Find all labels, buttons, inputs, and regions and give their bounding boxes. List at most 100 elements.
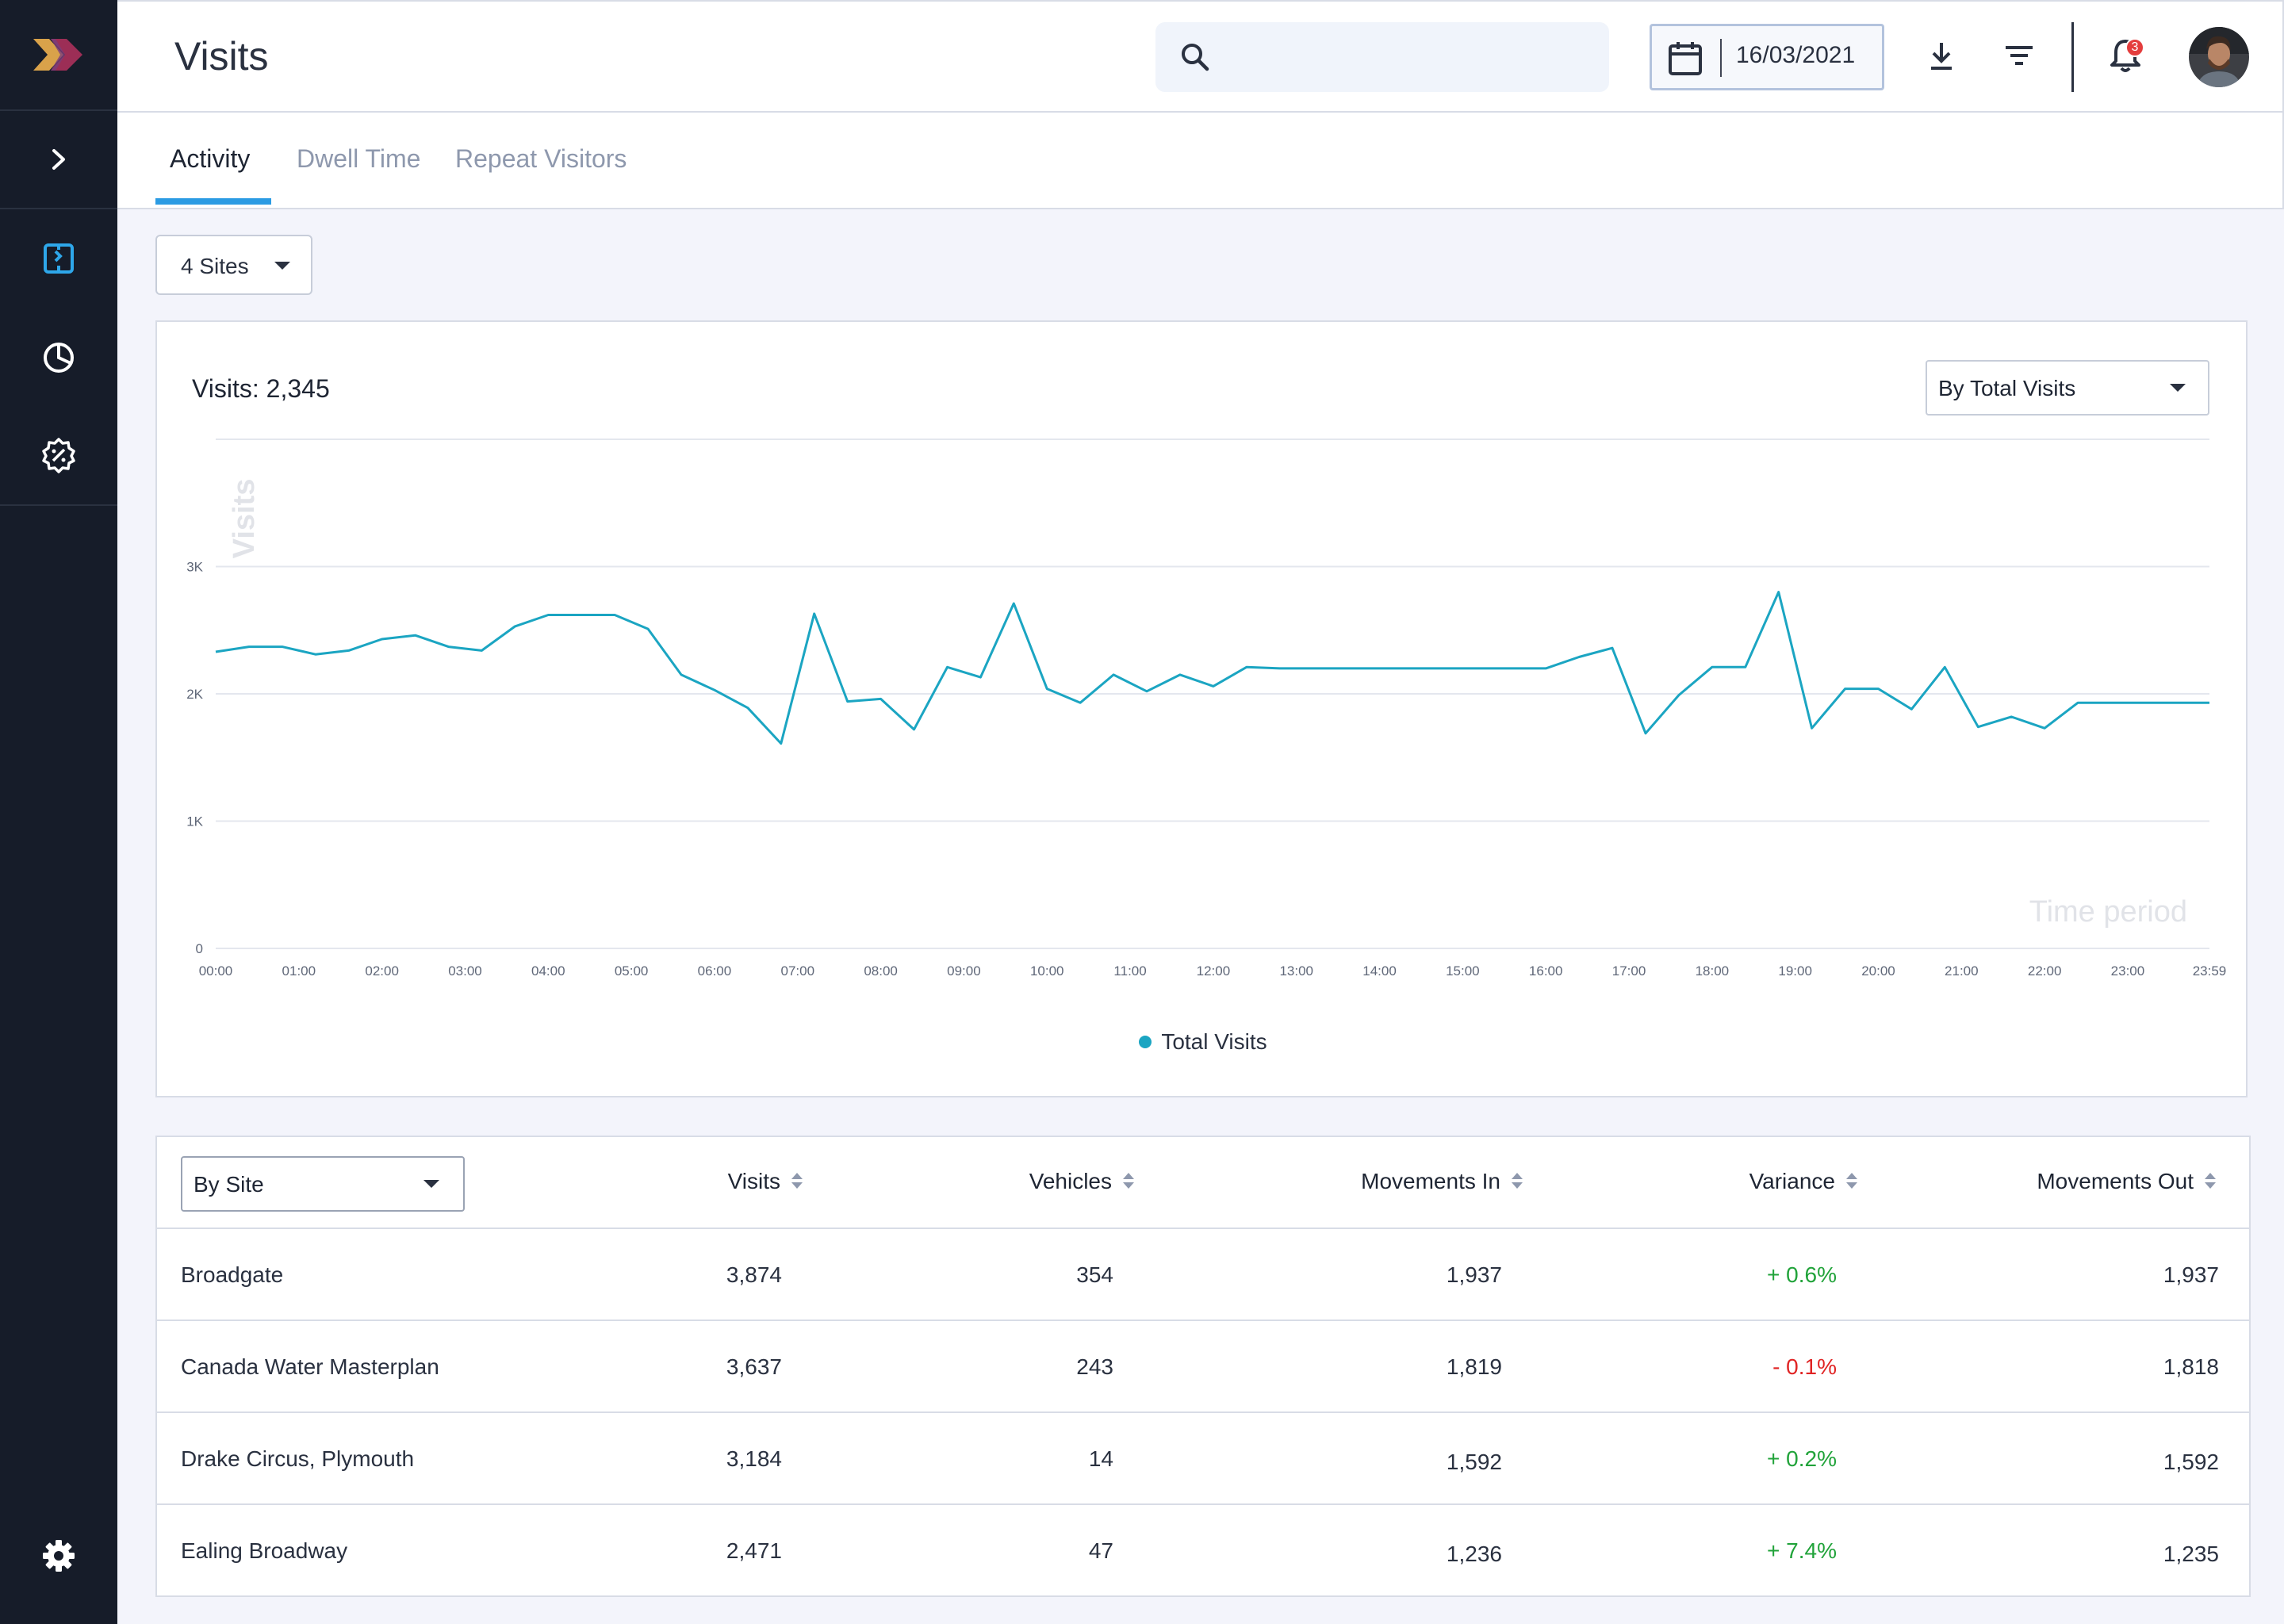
column-header-movements-out[interactable]: Movements Out (2037, 1169, 2216, 1194)
sidebar-item-analytics[interactable] (0, 317, 117, 396)
x-tick-label: 04:00 (531, 963, 565, 979)
logo[interactable] (0, 0, 117, 111)
x-tick-label: 23:59 (2193, 963, 2227, 979)
table-row[interactable]: Broadgate 3,874 354 1,937 + 0.6% 1,937 (157, 1228, 2249, 1320)
cell-visits: 3,184 (726, 1446, 782, 1471)
download-button[interactable] (1926, 38, 1957, 77)
sidebar-expand-button[interactable] (0, 111, 117, 209)
cell-variance: + 0.6% (1767, 1262, 1837, 1287)
legend-label: Total Visits (1161, 1029, 1267, 1054)
grouping-dropdown[interactable]: By Site (181, 1156, 465, 1212)
page-title: Visits (174, 34, 269, 79)
cell-variance: + 7.4% (1767, 1538, 1837, 1563)
sidebar-item-offers[interactable] (0, 416, 117, 495)
filter-button[interactable] (2003, 38, 2035, 77)
x-tick-label: 18:00 (1696, 963, 1730, 979)
cell-movements-out: 1,818 (2163, 1354, 2219, 1379)
cell-visits: 3,874 (726, 1262, 782, 1287)
user-photo (2189, 27, 2249, 87)
sort-icon (2205, 1173, 2216, 1190)
cell-visits: 3,637 (726, 1354, 782, 1379)
avatar[interactable] (2189, 27, 2249, 87)
chart-title: Visits: 2,345 (192, 374, 330, 403)
cell-movements-in: 1,819 (1446, 1354, 1502, 1379)
visits-line-chart: 0 1K 2K 3K 00:00 01:00 02:00 03:00 04:00 05:00 06:… (186, 439, 2227, 979)
x-tick-label: 01:00 (282, 963, 316, 979)
cell-movements-in: 1,937 (1446, 1262, 1502, 1287)
table-row[interactable]: Canada Water Masterplan 3,637 243 1,819 … (157, 1320, 2249, 1411)
gear-icon (43, 1540, 75, 1572)
cell-vehicles: 354 (1076, 1262, 1113, 1287)
date-picker[interactable]: 16/03/2021 (1650, 24, 1884, 90)
x-tick-label: 07:00 (780, 963, 814, 979)
legend-marker (1139, 1036, 1152, 1048)
discount-badge-icon (42, 438, 75, 473)
download-icon (1931, 43, 1952, 70)
filter-icon (2006, 46, 2033, 65)
x-tick-label: 02:00 (365, 963, 399, 979)
sort-icon (791, 1173, 803, 1190)
x-tick-label: 13:00 (1279, 963, 1313, 979)
x-tick-label: 08:00 (864, 963, 898, 979)
column-header-label: Vehicles (1029, 1169, 1112, 1193)
y-tick-label: 1K (186, 814, 203, 829)
calendar-icon (1669, 42, 1702, 75)
cell-variance: - 0.1% (1772, 1354, 1837, 1379)
y-axis-title: Visits (228, 479, 261, 559)
date-value: 16/03/2021 (1736, 42, 1856, 68)
chart-legend: Total Visits (157, 1029, 2249, 1055)
sort-icon (1512, 1173, 1523, 1190)
x-tick-label: 09:00 (947, 963, 981, 979)
y-tick-label: 2K (186, 687, 203, 702)
sidebar-item-visits[interactable] (0, 219, 117, 298)
visits-chart-card: Visits: 2,345 By Total Visits 0 1K 2K 3K 00:… (155, 320, 2248, 1097)
cell-vehicles: 47 (1088, 1538, 1113, 1563)
x-tick-label: 21:00 (1945, 963, 1979, 979)
sidebar-nav (0, 209, 117, 506)
column-header-variance[interactable]: Variance (1749, 1169, 1857, 1194)
table-row[interactable]: Drake Circus, Plymouth 3,184 14 1,592 + … (157, 1411, 2249, 1503)
tab-dwell-time[interactable]: Dwell Time (297, 144, 421, 173)
metric-dropdown[interactable]: By Total Visits (1926, 360, 2209, 416)
y-tick-label: 0 (196, 941, 203, 956)
cell-movements-out: 1,235 (2163, 1542, 2219, 1566)
sidebar (0, 0, 117, 1624)
visits-icon (44, 243, 74, 274)
column-header-movements-in[interactable]: Movements In (1361, 1169, 1523, 1194)
search-input[interactable] (1155, 22, 1609, 92)
sidebar-settings-button[interactable] (0, 1524, 117, 1588)
cell-movements-in: 1,236 (1446, 1542, 1502, 1566)
x-tick-label: 06:00 (698, 963, 732, 979)
tab-repeat-visitors[interactable]: Repeat Visitors (455, 144, 627, 173)
x-tick-label: 12:00 (1197, 963, 1231, 979)
x-tick-label: 23:00 (2111, 963, 2145, 979)
x-axis-title: Time period (2029, 895, 2187, 929)
table-row[interactable]: Ealing Broadway 2,471 47 1,236 + 7.4% 1,… (157, 1503, 2249, 1595)
x-tick-label: 17:00 (1612, 963, 1646, 979)
column-header-label: Movements Out (2037, 1169, 2194, 1193)
x-tick-label: 10:00 (1030, 963, 1064, 979)
cell-site: Ealing Broadway (181, 1538, 348, 1563)
cell-vehicles: 14 (1088, 1446, 1113, 1471)
caret-down-icon (423, 1180, 439, 1188)
date-separator (1720, 39, 1722, 77)
search-icon (1182, 44, 1209, 71)
chevron-right-icon (52, 149, 65, 170)
x-tick-label: 22:00 (2028, 963, 2062, 979)
y-tick-label: 3K (186, 560, 203, 575)
column-header-label: Movements In (1361, 1169, 1500, 1193)
sort-icon (1123, 1173, 1134, 1190)
sites-dropdown[interactable]: 4 Sites (155, 235, 312, 295)
x-tick-label: 05:00 (615, 963, 649, 979)
sort-icon (1846, 1173, 1857, 1190)
column-header-visits[interactable]: Visits (728, 1169, 803, 1194)
pie-chart-icon (44, 343, 74, 373)
cell-site: Broadgate (181, 1262, 284, 1287)
metric-dropdown-value: By Total Visits (1938, 376, 2076, 400)
column-header-vehicles[interactable]: Vehicles (1029, 1169, 1134, 1194)
cell-vehicles: 243 (1076, 1354, 1113, 1379)
logo-icon (33, 39, 82, 71)
caret-down-icon (274, 262, 290, 270)
x-tick-label: 19:00 (1778, 963, 1812, 979)
tab-activity[interactable]: Activity (170, 144, 251, 173)
